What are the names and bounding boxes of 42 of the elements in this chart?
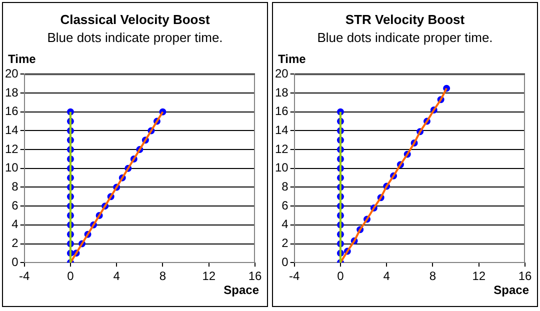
chart-subtitle: Blue dots indicate proper time.: [46, 30, 224, 45]
y-tick-label: 20: [4, 66, 19, 81]
y-tick-label: 12: [4, 142, 19, 156]
y-tick-label: 14: [274, 123, 289, 138]
x-tick-label: 0: [337, 269, 344, 284]
y-tick-label: 4: [282, 217, 289, 232]
x-tick-label: 8: [429, 269, 436, 284]
x-tick-label: 0: [67, 269, 74, 284]
y-tick-label: 8: [282, 180, 289, 194]
y-tick-label: 6: [282, 198, 289, 212]
y-tick-label: 2: [12, 236, 19, 250]
x-tick-label: 4: [113, 269, 120, 284]
y-tick-label: 8: [12, 180, 19, 194]
x-tick-label: 4: [383, 269, 390, 284]
y-tick-label: 12: [274, 142, 289, 156]
y-tick-label: 10: [274, 160, 289, 175]
x-axis-title: Space: [494, 283, 529, 297]
y-tick-label: 20: [274, 66, 289, 81]
chart-subtitle: Blue dots indicate proper time.: [316, 30, 494, 45]
x-tick-label: -4: [289, 269, 300, 284]
chart-title: STR Velocity Boost: [344, 12, 466, 27]
x-tick-label: 8: [159, 269, 166, 284]
y-tick-label: 0: [282, 254, 289, 269]
y-tick-label: 0: [12, 254, 19, 269]
x-tick-label: 16: [518, 269, 532, 284]
y-axis-title: Time: [278, 52, 306, 66]
y-tick-label: 18: [274, 85, 289, 100]
y-tick-label: 6: [12, 198, 19, 212]
x-tick-label: 12: [472, 269, 486, 284]
chart-title: Classical Velocity Boost: [59, 12, 211, 27]
y-tick-label: 16: [4, 104, 19, 118]
y-axis-title: Time: [8, 52, 36, 66]
y-tick-label: 14: [4, 123, 19, 138]
y-tick-label: 16: [274, 104, 289, 118]
y-tick-label: 2: [282, 236, 289, 250]
y-tick-label: 4: [12, 217, 19, 232]
x-tick-label: -4: [19, 269, 30, 284]
x-tick-label: 12: [202, 269, 216, 284]
y-tick-label: 18: [4, 85, 19, 100]
x-axis-title: Space: [224, 283, 259, 297]
y-tick-label: 10: [4, 160, 19, 175]
x-tick-label: 16: [248, 269, 262, 284]
